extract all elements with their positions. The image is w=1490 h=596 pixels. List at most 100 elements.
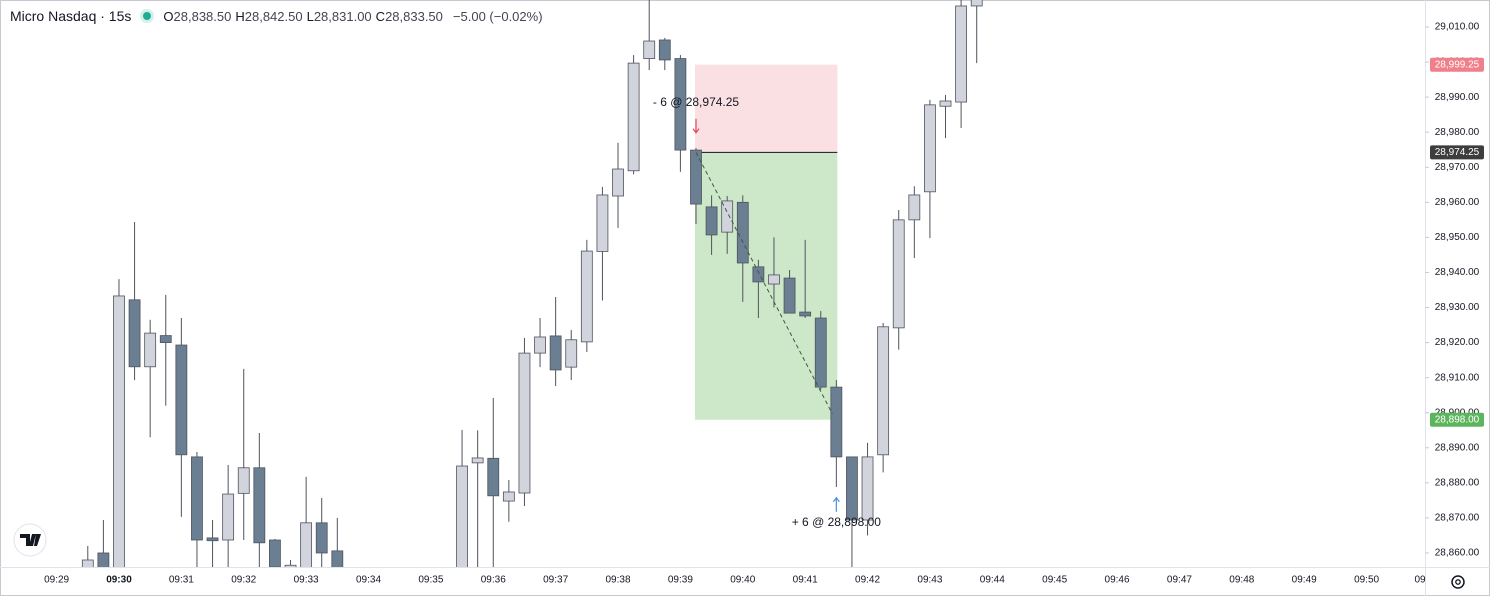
candle-body [549,335,562,371]
settings-icon[interactable] [1451,575,1465,589]
candle-body [81,559,94,567]
candle-body [768,274,780,285]
x-tick-label: 09:32 [231,575,256,586]
y-tick-label: 28,860.00 [1435,548,1480,559]
x-tick-label: 09:35 [418,575,443,586]
x-tick-label: 09:29 [44,575,69,586]
candle-body [877,326,890,456]
candle-body [721,200,734,233]
candle-body [565,339,578,368]
candle-body [175,344,188,456]
x-tick-label: 09:46 [1105,575,1130,586]
trade-open-label: - 6 @ 28,974.25 [653,95,740,109]
y-tick-label: 28,940.00 [1435,267,1480,278]
candle-body [939,100,952,107]
candle-body [269,539,281,567]
candle-body [705,206,718,236]
x-tick-label: 09:39 [668,575,693,586]
plot-area: - 6 @ 28,974.25 + 6 @ 28,898.00 [81,0,983,567]
x-tick-label: 09:50 [1354,575,1379,586]
x-tick-label: 09:36 [481,575,506,586]
x-tick-label: 09:44 [980,575,1005,586]
x-tick-label: 09 [1414,575,1426,586]
candle-body [518,352,531,494]
ohlc-value: 28,842.50 [244,8,303,24]
trade-path [695,152,833,414]
candle-body [300,522,313,567]
tv-logo[interactable] [13,523,47,557]
candle-body [752,266,765,283]
x-tick-label: 09:31 [169,575,194,586]
candle-body [799,311,812,317]
candle-body [814,317,827,388]
candle-body [487,457,500,497]
y-tick-label: 28,960.00 [1435,197,1480,208]
candle-body [846,456,858,521]
y-tick-label: 28,920.00 [1435,337,1480,348]
candle-body [861,456,874,521]
candle-body [830,386,843,458]
price-tag-label: 28,898.00 [1435,414,1480,425]
candle-body [253,467,266,544]
y-tick-label: 28,980.00 [1435,127,1480,138]
y-tick-label: 28,910.00 [1435,372,1480,383]
price-tag [1430,412,1484,427]
x-tick-label: 09:30 [106,575,132,586]
candle-body [658,39,671,61]
candle-body [97,552,110,567]
candle-body [643,40,656,59]
stop-zone [694,64,838,153]
candle-body [690,149,702,205]
axes: 28,860.00 28,870.00 28,880.00 28,890.00 28,9… [44,22,1484,586]
candle-body [627,62,640,172]
candle-body [237,467,250,494]
x-tick-label: 09:40 [730,575,755,586]
candle-body [580,250,593,343]
ohlc-key: L [306,8,314,24]
x-tick-label: 09:34 [356,575,381,586]
x-tick-label: 09:42 [855,575,880,586]
y-tick-label: 28,930.00 [1435,302,1480,313]
ohlc-value: 28,831.00 [313,8,372,24]
price-tag-label: 28,974.25 [1435,147,1480,158]
y-tick-label: 28,880.00 [1435,477,1480,488]
price-tag [1430,145,1484,160]
legend-header: Micro Nasdaq · 15s O28,838.50 H28,842.50 L… [10,8,543,24]
price-tag [1430,57,1484,72]
candle-body [736,201,749,264]
y-tick-label: 28,990.00 [1435,92,1480,103]
ohlc-key: O [163,8,174,24]
buy-arrow [832,496,840,512]
candle-body [128,299,141,368]
candle-body [222,493,235,541]
ohlc: O28,838.50 H28,842.50 L28,831.00 C28,833.50 [163,9,447,24]
market-status[interactable] [143,12,152,20]
y-tick-label: 29,010.00 [1435,22,1480,33]
x-tick-label: 09:37 [543,575,568,586]
x-tick-label: 09:33 [294,575,319,586]
ohlc-key: H [235,8,245,24]
candle-body [596,194,609,252]
candle-body [674,58,687,151]
symbol: Micro Nasdaq · 15s [10,8,132,24]
y-tick-label: 28,870.00 [1435,513,1480,524]
change: −5.00 (−0.02%) [452,8,543,24]
candle-body [315,522,328,554]
y-tick-label: 28,890.00 [1435,442,1480,453]
candle-body [612,168,624,197]
ohlc-value: 28,833.50 [385,8,443,24]
candle-body [191,456,203,541]
candle-body [970,0,983,7]
candle-body [892,219,905,329]
candle-body [471,457,484,464]
candle-body [534,336,546,354]
price-tag-label: 28,999.25 [1435,59,1480,70]
x-tick-label: 09:41 [793,575,818,586]
x-tick-label: 09:48 [1229,575,1254,586]
candle-body [783,277,796,314]
candle-body [331,550,344,567]
x-tick-label: 09:47 [1167,575,1192,586]
x-tick-label: 09:43 [917,575,942,586]
candle-body [955,5,968,103]
